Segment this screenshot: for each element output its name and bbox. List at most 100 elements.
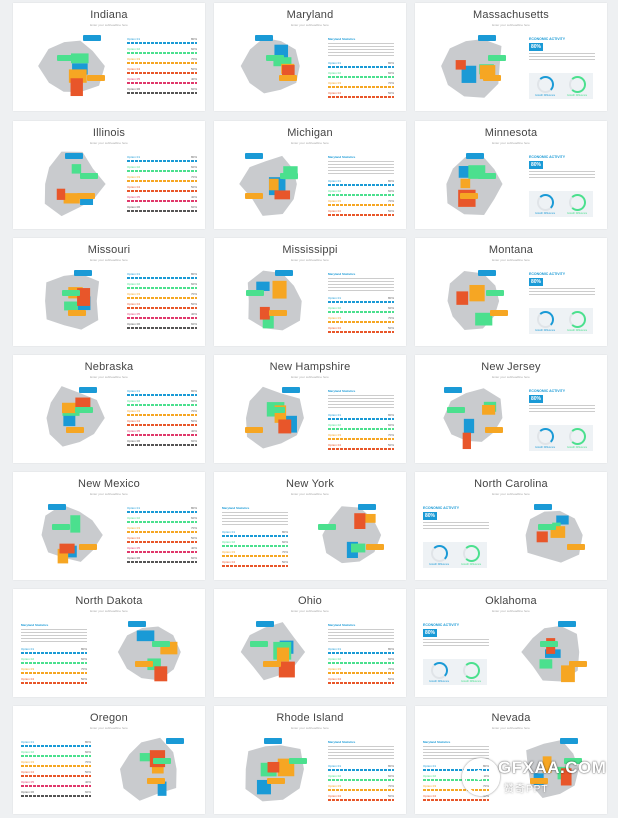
slide-mississippi[interactable]: Mississippi Enter your subheadline here Ma…	[214, 238, 406, 346]
slide-missouri[interactable]: Missouri Enter your subheadline here Optio…	[13, 238, 205, 346]
map-callout	[482, 75, 501, 81]
slide-nevada[interactable]: Nevada Enter your subheadline here Marylan…	[415, 706, 607, 814]
highlight-region[interactable]	[460, 178, 471, 189]
highlight-region[interactable]	[157, 781, 167, 796]
highlight-region[interactable]	[70, 53, 89, 64]
highlight-region[interactable]	[351, 543, 366, 553]
slide-title: Oregon	[90, 712, 128, 724]
option-label: Option 01	[127, 506, 141, 510]
highlight-region[interactable]	[273, 57, 292, 67]
highlight-region[interactable]	[272, 280, 287, 299]
highlight-region[interactable]	[154, 666, 168, 682]
highlight-region[interactable]	[80, 193, 94, 205]
highlight-region[interactable]	[64, 301, 78, 311]
slide-massachusetts[interactable]: Massachusetts Enter your subheadline here…	[415, 3, 607, 111]
slide-nebraska[interactable]: Nebraska Enter your subheadline here Optio…	[13, 355, 205, 463]
highlight-region[interactable]	[70, 515, 81, 533]
map-callout	[540, 641, 559, 647]
slide-new-mexico[interactable]: New Mexico Enter your subheadline here Opt…	[13, 472, 205, 580]
option-label: Option 05	[127, 312, 141, 316]
highlight-region[interactable]	[550, 526, 566, 538]
highlight-region[interactable]	[469, 284, 485, 302]
highlight-region[interactable]	[256, 281, 270, 291]
map-callout	[459, 193, 478, 199]
highlight-region[interactable]	[262, 313, 274, 329]
highlight-region[interactable]	[278, 661, 295, 678]
map-callout	[87, 75, 106, 81]
highlight-region[interactable]	[136, 630, 155, 642]
text-line	[328, 281, 394, 282]
highlight-region[interactable]	[57, 548, 69, 564]
growth-ring-icon	[569, 428, 586, 445]
highlight-region[interactable]	[259, 306, 270, 320]
highlight-region[interactable]	[456, 291, 469, 305]
highlight-region[interactable]	[354, 513, 366, 529]
highlight-region[interactable]	[59, 543, 75, 554]
highlight-region[interactable]	[56, 188, 66, 200]
highlight-region[interactable]	[455, 60, 466, 70]
highlight-region[interactable]	[463, 418, 475, 434]
highlight-region[interactable]	[139, 753, 158, 762]
highlight-region[interactable]	[462, 432, 471, 450]
option-percent: 70%	[84, 760, 91, 764]
highlight-region[interactable]	[63, 410, 76, 427]
slide-minnesota[interactable]: Minnesota Enter your subheadline here ECON…	[415, 121, 607, 229]
highlight-region[interactable]	[482, 404, 496, 415]
slide-new-york[interactable]: New York Enter your subheadline here Maryl…	[214, 472, 406, 580]
highlight-region[interactable]	[556, 515, 569, 525]
highlight-region[interactable]	[357, 513, 376, 523]
highlight-region[interactable]	[461, 65, 477, 83]
map-callout	[318, 524, 337, 530]
highlight-region[interactable]	[278, 419, 292, 434]
highlight-region[interactable]	[560, 768, 572, 786]
slide-oklahoma[interactable]: Oklahoma Enter your subheadline here ECONO…	[415, 589, 607, 697]
highlight-region[interactable]	[458, 166, 472, 178]
slide-illinois[interactable]: Illinois Enter your subheadline here Optio…	[13, 121, 205, 229]
option-label: Option 02	[21, 750, 35, 754]
slide-montana[interactable]: Montana Enter your subheadline here ECONOM…	[415, 238, 607, 346]
slide-north-dakota[interactable]: North Dakota Enter your subheadline here M…	[13, 589, 205, 697]
slide-new-hampshire[interactable]: New Hampshire Enter your subheadline here…	[214, 355, 406, 463]
highlight-region[interactable]	[475, 312, 493, 326]
map-callout	[365, 544, 384, 550]
highlight-region[interactable]	[62, 402, 79, 414]
highlight-region[interactable]	[147, 658, 161, 671]
option-bar	[127, 62, 197, 64]
highlight-region[interactable]	[72, 63, 88, 75]
highlight-region[interactable]	[536, 531, 548, 543]
slide-michigan[interactable]: Michigan Enter your subheadline here Maryl…	[214, 121, 406, 229]
slide-ohio[interactable]: Ohio Enter your subheadline here Maryland …	[214, 589, 406, 697]
slide-maryland[interactable]: Maryland Enter your subheadline here Maryl…	[214, 3, 406, 111]
option-label: Option 04	[328, 209, 342, 213]
statistics-text: Maryland Statistics	[328, 155, 394, 174]
highlight-region[interactable]	[267, 761, 280, 773]
growth-label: Growth Difference	[461, 680, 482, 683]
highlight-region[interactable]	[561, 665, 575, 683]
highlight-region[interactable]	[274, 405, 287, 423]
highlight-region[interactable]	[274, 190, 291, 200]
slide-new-jersey[interactable]: New Jersey Enter your subheadline here ECO…	[415, 355, 607, 463]
highlight-region[interactable]	[77, 288, 91, 306]
state-map-svg	[247, 270, 302, 331]
highlight-region[interactable]	[71, 164, 82, 174]
slide-north-carolina[interactable]: North Carolina Enter your subheadline her…	[415, 472, 607, 580]
highlight-region[interactable]	[542, 756, 552, 773]
slide-rhode-island[interactable]: Rhode Island Enter your subheadline here M…	[214, 706, 406, 814]
highlight-region[interactable]	[75, 397, 91, 408]
option-bar	[328, 331, 394, 333]
option-row: Option 01 80%	[328, 764, 394, 774]
option-label: Option 04	[328, 677, 342, 681]
highlight-region[interactable]	[269, 178, 279, 191]
highlight-region[interactable]	[276, 647, 290, 662]
text-line	[328, 755, 394, 756]
highlight-region[interactable]	[539, 659, 553, 669]
option-label: Option 06	[127, 556, 141, 560]
highlight-region[interactable]	[63, 193, 80, 204]
map-callout	[447, 407, 466, 413]
slide-indiana[interactable]: Indiana Enter your subheadline here Option…	[13, 3, 205, 111]
option-percent: 80%	[387, 413, 394, 417]
economic-value: 80%	[529, 43, 543, 51]
highlight-region[interactable]	[70, 78, 83, 97]
slide-oregon[interactable]: Oregon Enter your subheadline here Option …	[13, 706, 205, 814]
option-row: Option 01 80%	[127, 506, 197, 516]
